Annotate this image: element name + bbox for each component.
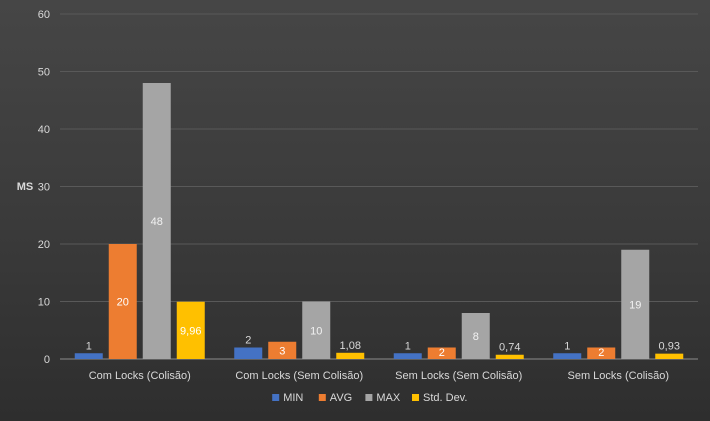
legend-swatch: [365, 394, 373, 401]
bar: [553, 353, 582, 359]
y-axis-ticks: 0 10 20 30 40 50 60: [38, 9, 50, 366]
data-label: 1,08: [340, 340, 361, 352]
y-axis-label: MS: [17, 181, 34, 193]
x-category-label: Sem Locks (Colisão): [568, 370, 669, 382]
legend-label: MIN: [283, 392, 303, 404]
legend-label: MAX: [376, 392, 401, 404]
legend-label: AVG: [330, 392, 352, 404]
bar: [336, 352, 365, 359]
bar: [495, 354, 524, 359]
x-axis-categories: Com Locks (Colisão) Com Locks (Sem Colisã…: [89, 370, 669, 382]
legend-swatch: [412, 394, 419, 401]
legend-swatch: [318, 394, 326, 401]
bar: [108, 244, 137, 359]
y-tick-label: 50: [38, 67, 50, 79]
bars: [74, 83, 684, 359]
bar: [655, 353, 684, 359]
data-label: 1: [564, 340, 570, 352]
data-label: 3: [279, 345, 285, 357]
data-label: 10: [310, 325, 322, 337]
y-tick-label: 0: [44, 354, 50, 366]
data-labels: 1 20 48 9,96 2 3 10 1,08 1 2 8 0,74 1 2 19 0,93: [86, 216, 680, 359]
legend: MIN AVG MAX Std. Dev.: [272, 392, 467, 404]
data-label: 1: [405, 340, 411, 352]
bar: [302, 301, 331, 359]
data-label: 1: [86, 340, 92, 352]
y-tick-label: 60: [38, 9, 50, 21]
data-label: 2: [439, 347, 445, 359]
data-label: 48: [151, 216, 163, 228]
data-label: 0,74: [499, 342, 520, 354]
data-label: 8: [473, 331, 479, 343]
data-label: 19: [629, 299, 641, 311]
y-tick-label: 30: [38, 182, 50, 194]
data-label: 2: [598, 347, 604, 359]
x-category-label: Com Locks (Sem Colisão): [235, 370, 363, 382]
bar: [427, 347, 456, 359]
x-category-label: Sem Locks (Sem Colisão): [395, 370, 522, 382]
data-label: 0,93: [659, 341, 680, 353]
bar: [587, 347, 616, 359]
data-label: 9,96: [180, 325, 201, 337]
bar: [234, 347, 263, 359]
bar: [176, 301, 205, 359]
bar: [461, 313, 490, 359]
bar: [268, 341, 297, 359]
bar: [393, 353, 422, 359]
legend-label: Std. Dev.: [423, 392, 467, 404]
bar: [142, 83, 171, 359]
x-category-label: Com Locks (Colisão): [89, 370, 191, 382]
y-tick-label: 40: [38, 124, 50, 136]
bar: [74, 353, 103, 359]
y-tick-label: 10: [38, 297, 50, 309]
legend-swatch: [272, 394, 280, 401]
bar: [621, 249, 650, 359]
data-label: 20: [117, 297, 129, 309]
data-label: 2: [245, 335, 251, 347]
y-tick-label: 20: [38, 239, 50, 251]
